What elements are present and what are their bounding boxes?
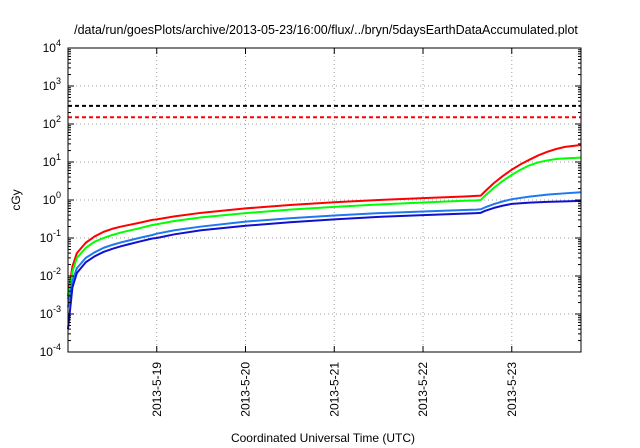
grid-lines [68,48,581,352]
x-tick-label: 2013-5-19 [150,362,164,417]
y-tick-label: 104 [43,38,61,55]
series-line [67,191,582,308]
x-tick-label: 2013-5-23 [505,362,519,417]
y-tick-label: 10-2 [40,266,61,283]
x-tick-label: 2013-5-22 [416,362,430,417]
y-tick-label: 100 [43,190,61,207]
plot-area [67,104,582,330]
y-tick-label: 10-4 [40,342,61,359]
y-tick-label: 101 [43,152,61,169]
series-line [67,144,582,297]
y-tick-label: 102 [43,114,61,131]
x-tick-label: 2013-5-21 [327,362,341,417]
y-tick-label: 10-1 [40,228,61,245]
x-tick-label: 2013-5-20 [239,362,253,417]
x-axis-label: Coordinated Universal Time (UTC) [231,431,415,445]
y-tick-label: 103 [43,76,61,93]
series-line [67,199,582,330]
y-tick-label: 10-3 [40,304,61,321]
y-axis-label: cGy [9,189,23,210]
chart-title: /data/run/goesPlots/archive/2013-05-23/1… [74,23,578,37]
series-line [67,156,582,300]
